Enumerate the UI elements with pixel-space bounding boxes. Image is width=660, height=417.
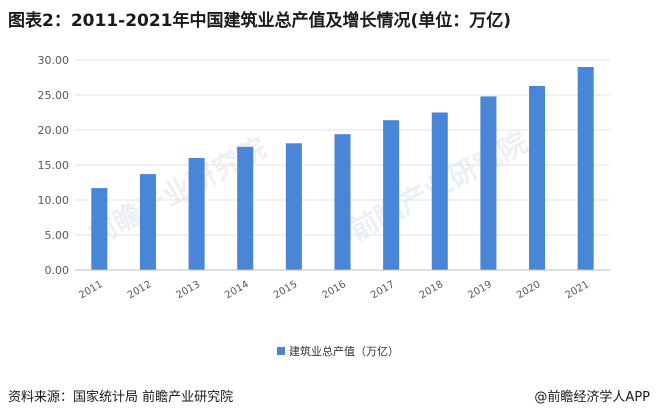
x-tick-label: 2012 [126,279,154,301]
bar-2019 [480,96,497,271]
x-tick-label: 2011 [77,279,105,301]
bar-2018 [431,112,448,270]
bar-2011 [91,188,108,270]
source-note: 资料来源：国家统计局 前瞻产业研究院 [8,390,234,405]
chart-title: 图表2：2011-2021年中国建筑业总产值及增长情况(单位：万亿) [8,11,512,31]
x-tick-label: 2016 [320,279,348,301]
x-tick-label: 2019 [466,279,494,301]
bar-2012 [139,174,156,270]
y-tick-label: 0.00 [45,264,70,277]
x-tick-label: 2013 [175,279,203,301]
x-tick-label: 2017 [369,279,397,301]
y-tick-label: 25.00 [38,89,70,102]
x-tick-label: 2015 [272,279,300,301]
y-tick-label: 10.00 [38,194,70,207]
x-tick-label: 2014 [223,279,251,301]
y-tick-label: 20.00 [38,124,70,137]
y-axis-ticks: 0.00 5.00 10.00 15.00 20.00 25.00 30.00 [38,54,70,277]
bar-2013 [188,158,205,270]
y-tick-label: 30.00 [38,54,70,67]
x-tick-label: 2020 [515,279,543,301]
bar-2016 [334,134,351,270]
x-axis-ticks: 2011 2012 2013 2014 2015 2016 2017 2018 2019 2020… [77,279,591,301]
x-tick-label: 2021 [564,279,592,301]
brand-note: @前瞻经济学人APP [534,390,650,405]
bar-2014 [237,146,254,270]
bar-2021 [577,67,594,270]
legend: 建筑业总产值（万亿） [277,344,399,358]
legend-swatch [277,347,285,355]
bar-2017 [383,120,400,270]
bar-2020 [529,85,546,271]
legend-label: 建筑业总产值（万亿） [289,344,399,358]
bars [91,67,594,271]
x-tick-label: 2018 [418,279,446,301]
y-tick-label: 15.00 [38,159,70,172]
bar-2015 [285,143,302,270]
y-tick-label: 5.00 [45,229,70,242]
